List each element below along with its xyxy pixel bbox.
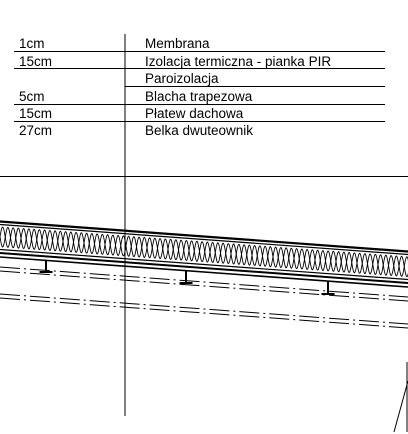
layer-name: Belka dwuteownik <box>145 123 253 138</box>
insulation-hatch <box>0 226 408 278</box>
layer-thickness: 1cm <box>19 36 45 51</box>
roof-section <box>0 220 408 433</box>
legend-row-platew: 15cm Płatew dachowa <box>14 106 385 122</box>
beam-flange-top <box>0 266 408 298</box>
insulation-top-line <box>0 223 408 256</box>
layer-name: Paroizolacja <box>145 71 219 86</box>
layer-thickness: 15cm <box>19 106 52 121</box>
layer-thickness: 27cm <box>19 123 52 138</box>
layer-name: Membrana <box>145 36 210 51</box>
membrane-line <box>0 220 408 253</box>
beam-flange-lower <box>0 293 408 325</box>
column-diagonal <box>393 380 408 433</box>
layer-name: Płatew dachowa <box>145 106 244 121</box>
trapezoidal-sheet-top <box>0 252 408 284</box>
legend-row-izolacja: 15cm Izolacja termiczna - pianka PIR <box>14 54 385 69</box>
trapezoidal-sheet-bottom <box>0 256 408 288</box>
vapour-barrier-line <box>0 248 408 281</box>
beam-flange-upper <box>0 270 408 302</box>
layer-legend: 1cm Membrana 15cm Izolacja termiczna - p… <box>14 34 385 416</box>
legend-row-paroizolacja: Paroizolacja <box>125 71 385 87</box>
beam-flange-bottom <box>0 297 408 329</box>
legend-row-belka: 27cm Belka dwuteownik <box>19 123 253 138</box>
legend-row-membrana: 1cm Membrana <box>14 36 385 52</box>
layer-name: Izolacja termiczna - pianka PIR <box>145 54 331 69</box>
layer-name: Blacha trapezowa <box>145 89 253 104</box>
layer-thickness: 5cm <box>19 89 45 104</box>
legend-row-blacha: 5cm Blacha trapezowa <box>14 89 385 105</box>
purlin-3 <box>321 281 335 295</box>
layer-thickness: 15cm <box>19 54 52 69</box>
